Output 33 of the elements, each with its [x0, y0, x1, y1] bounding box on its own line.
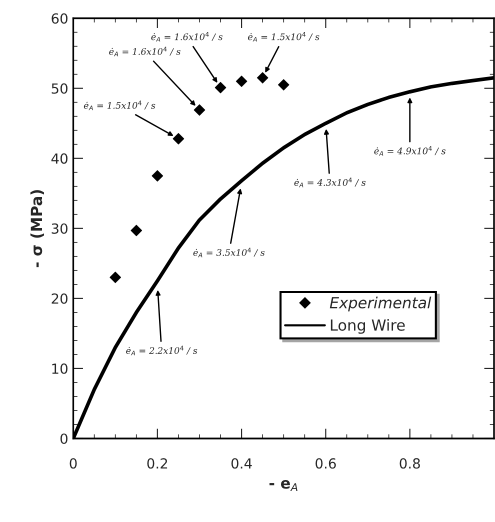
annotation: ė$_{A}$ = 4.3x10$^{4}$ / s: [294, 178, 366, 188]
point: [130, 224, 142, 236]
x-axis-title: - e$_{A}$: [269, 480, 298, 492]
point: [152, 170, 164, 182]
x-tick-label: 0.6: [316, 458, 336, 469]
annotation: ė$_{A}$ = 2.2x10$^{4}$ / s: [126, 346, 198, 356]
legend-label: Experimental: [330, 296, 432, 312]
point: [110, 272, 122, 284]
y-axis-title: - σ (MPa): [30, 190, 44, 268]
point: [194, 104, 206, 116]
x-tick-label: 0: [70, 458, 77, 469]
point: [278, 79, 290, 90]
annotation: ė$_{A}$ = 1.6x10$^{4}$ / s: [109, 46, 180, 56]
y-tick-label: 40: [51, 153, 68, 164]
annotation: ė$_{A}$ = 3.5x10$^{4}$ / s: [193, 248, 265, 258]
y-tick-label: 30: [52, 223, 68, 234]
x-tick-label: 0.8: [400, 458, 420, 469]
annotation: ė$_{A}$ = 1.5x10$^{4}$ / s: [248, 32, 320, 42]
annotation: ė$_{A}$ = 1.5x10$^{4}$ / s: [84, 100, 156, 110]
y-tick-label: 60: [52, 13, 68, 24]
annotation: ė$_{A}$ = 4.9x10$^{4}$ / s: [374, 146, 446, 156]
legend-label: Long Wire: [330, 319, 405, 334]
x-tick-label: 0.4: [231, 458, 252, 469]
point: [256, 72, 268, 84]
point: [214, 82, 226, 94]
annotation: ė$_{A}$ = 1.6x10$^{4}$ / s: [151, 32, 223, 42]
y-tick-label: 50: [52, 83, 68, 94]
y-tick-label: 0: [60, 433, 68, 444]
y-tick-label: 20: [52, 293, 68, 304]
y-tick-label: 10: [52, 363, 68, 374]
point: [172, 133, 184, 144]
point: [236, 76, 248, 87]
x-tick-label: 0.2: [147, 458, 168, 469]
